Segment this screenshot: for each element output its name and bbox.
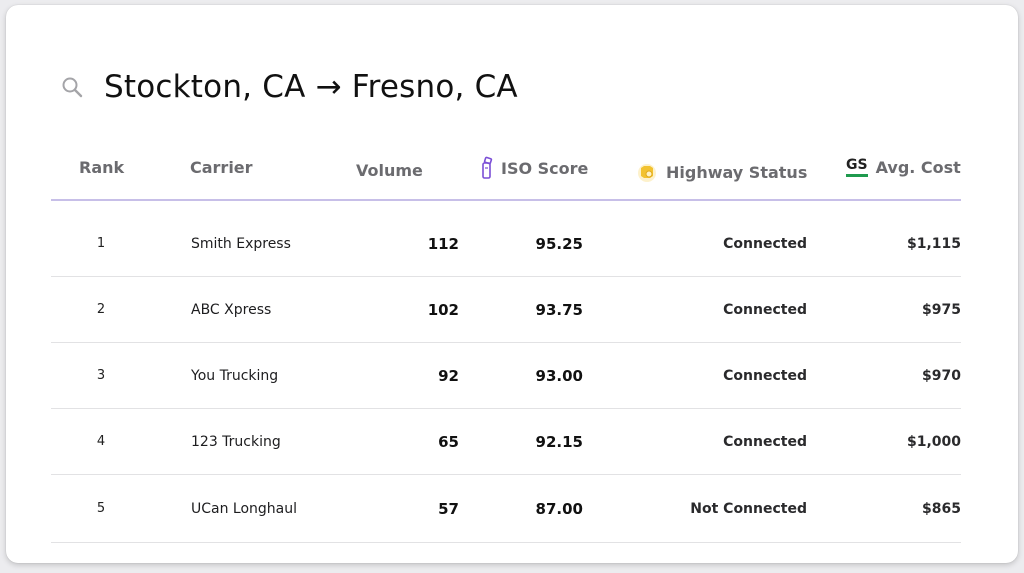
carrier-cell: UCan Longhaul [191,500,298,517]
route-header: Stockton, CA → Fresno, CA [60,63,518,111]
iso-score-cell: 95.25 [535,234,583,253]
avg-cost-cell: $865 [922,500,961,517]
table-body: 1 Smith Express 112 95.25 Connected $1,1… [51,211,961,543]
column-header-highway-status-label: Highway Status [666,162,808,182]
column-header-avg-cost-label: Avg. Cost [875,158,961,177]
carrier-cell: 123 Trucking [191,433,281,450]
highway-status-cell: Connected [723,301,807,318]
avg-cost-cell: $975 [922,301,961,318]
table-row[interactable]: 3 You Trucking 92 93.00 Connected $970 [51,343,961,409]
volume-cell: 92 [438,366,459,385]
table-row[interactable]: 2 ABC Xpress 102 93.75 Connected $975 [51,277,961,343]
rank-cell: 2 [96,302,106,317]
avg-cost-cell: $1,000 [906,433,961,450]
highway-status-cell: Connected [723,235,807,252]
highway-status-cell: Connected [723,433,807,450]
highway-status-cell: Not Connected [690,500,807,517]
results-card: Stockton, CA → Fresno, CA Rank Carrier V… [6,5,1018,563]
column-header-carrier-label: Carrier [190,158,253,177]
iso-score-cell: 92.15 [535,432,583,451]
column-header-rank-label: Rank [79,158,125,177]
table-header: Rank Carrier Volume ISO Score [51,145,961,201]
rank-cell: 4 [96,434,106,449]
carrier-cell: ABC Xpress [191,301,272,318]
column-header-iso-score[interactable]: ISO Score [481,156,588,180]
table-row[interactable]: 4 123 Trucking 65 92.15 Connected $1,000 [51,409,961,475]
table-row[interactable]: 5 UCan Longhaul 57 87.00 Not Connected $… [51,475,961,543]
rank-cell: 1 [96,236,106,251]
highway-icon [636,161,658,183]
rank-cell: 5 [96,501,106,516]
highway-status-cell: Connected [723,367,807,384]
volume-cell: 57 [438,499,459,518]
column-header-iso-score-label: ISO Score [501,158,589,178]
rank-cell: 3 [96,368,106,383]
avg-cost-cell: $1,115 [906,235,961,252]
volume-cell: 102 [427,300,459,319]
volume-cell: 112 [427,234,459,253]
carrier-cell: You Trucking [191,367,279,384]
search-icon[interactable] [60,75,84,99]
avg-cost-cell: $970 [922,367,961,384]
gs-logo-icon: GS [846,158,868,177]
column-header-rank[interactable]: Rank [79,158,124,177]
route-title: Stockton, CA → Fresno, CA [104,69,518,105]
iso-score-cell: 87.00 [535,499,583,518]
iso-score-cell: 93.00 [535,366,583,385]
iso-score-icon [481,156,493,180]
table-row[interactable]: 1 Smith Express 112 95.25 Connected $1,1… [51,211,961,277]
column-header-avg-cost[interactable]: GS Avg. Cost [846,158,961,177]
column-header-carrier[interactable]: Carrier [190,158,253,177]
column-header-volume-label: Volume [356,161,423,180]
carrier-cell: Smith Express [191,235,291,252]
column-header-volume[interactable]: Volume [356,161,423,180]
volume-cell: 65 [438,432,459,451]
iso-score-cell: 93.75 [535,300,583,319]
column-header-highway-status[interactable]: Highway Status [636,161,807,183]
